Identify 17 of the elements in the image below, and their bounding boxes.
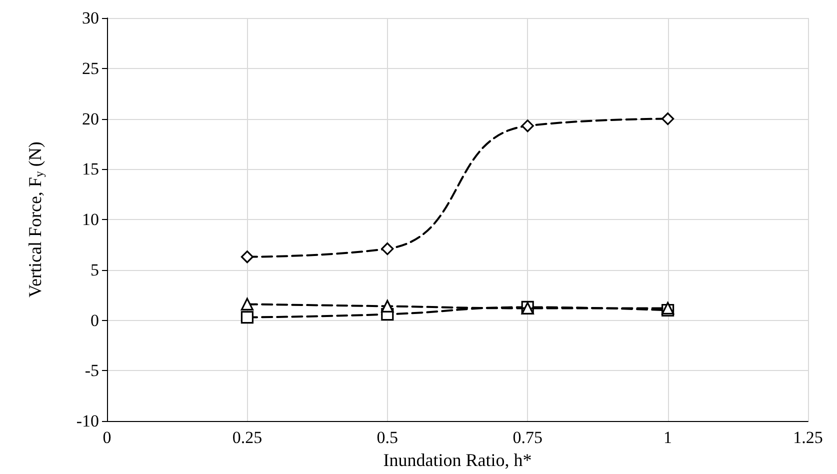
y-tick-label: 30 [82, 8, 99, 28]
y-tick-label: -5 [84, 361, 99, 380]
y-axis-title: Vertical Force, Fy (N) [25, 142, 46, 298]
x-tick-label: 0.5 [376, 428, 398, 448]
x-axis-title: Inundation Ratio, h* [383, 450, 532, 470]
y-tick-label: -10 [76, 412, 99, 431]
x-tick-label: 0.25 [232, 428, 262, 448]
x-tick-label: 0.75 [512, 428, 542, 448]
y-tick-label: 20 [82, 109, 99, 128]
y-tick-label: 5 [90, 260, 99, 280]
x-tick-label: 1.25 [793, 428, 823, 448]
y-tick-label: 10 [82, 210, 99, 230]
y-tick-label: 25 [82, 58, 99, 78]
y-tick-label: 15 [82, 160, 99, 179]
x-tick-label: 1 [664, 428, 672, 448]
x-tick-label: 0 [102, 428, 112, 448]
y-tick-label: 0 [90, 310, 99, 330]
